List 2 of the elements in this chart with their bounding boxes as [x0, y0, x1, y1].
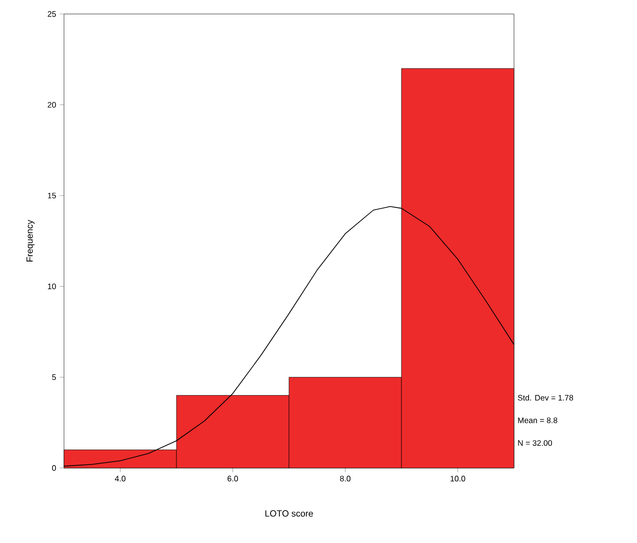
y-axis-title: Frequency	[26, 220, 35, 262]
x-axis-title: LOTO score	[265, 510, 313, 517]
